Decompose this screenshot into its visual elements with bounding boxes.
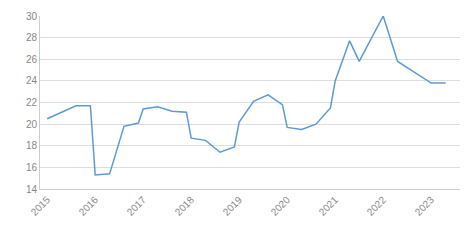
svg-text:30: 30: [26, 11, 38, 22]
svg-text:2015: 2015: [29, 194, 53, 218]
svg-text:2022: 2022: [365, 194, 389, 218]
svg-text:2018: 2018: [173, 194, 197, 218]
svg-text:24: 24: [26, 75, 38, 86]
svg-text:14: 14: [26, 184, 38, 195]
svg-text:26: 26: [26, 54, 38, 65]
svg-text:2021: 2021: [317, 194, 341, 218]
svg-text:2016: 2016: [77, 194, 101, 218]
svg-text:2017: 2017: [125, 194, 149, 218]
svg-text:2019: 2019: [221, 194, 245, 218]
svg-text:28: 28: [26, 32, 38, 43]
svg-text:2020: 2020: [269, 194, 293, 218]
svg-text:18: 18: [26, 140, 38, 151]
svg-text:22: 22: [26, 97, 38, 108]
svg-text:20: 20: [26, 119, 38, 130]
svg-text:2023: 2023: [413, 194, 437, 218]
svg-text:16: 16: [26, 162, 38, 173]
